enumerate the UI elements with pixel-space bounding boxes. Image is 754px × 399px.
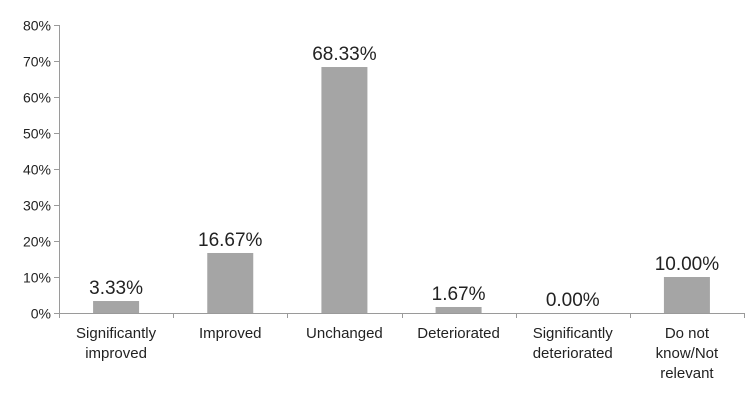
y-tick-label: 30% <box>23 198 51 214</box>
data-label: 68.33% <box>312 44 377 65</box>
data-labels: 3.33% 16.67% 68.33% 1.67% 0.00% 10.00% <box>89 44 719 311</box>
y-tick-label: 20% <box>23 234 51 250</box>
data-label: 0.00% <box>546 290 600 311</box>
y-tick-label: 80% <box>23 18 51 34</box>
x-tick-label: Significantly improved <box>76 325 157 362</box>
y-tick-label: 50% <box>23 126 51 142</box>
data-label: 16.67% <box>198 230 263 251</box>
y-tick-label: 60% <box>23 90 51 106</box>
bar <box>93 301 140 313</box>
bar <box>207 252 254 313</box>
bar <box>663 277 710 313</box>
y-axis-ticks: 0% 10% 20% 30% 40% 50% 60% 70% 80% <box>23 18 59 322</box>
x-tick-label: Unchanged <box>306 325 383 342</box>
x-tick-label: Do not know/Not relevant <box>656 325 719 382</box>
bar <box>321 67 368 314</box>
data-label: 1.67% <box>432 284 486 305</box>
y-tick-label: 10% <box>23 270 51 286</box>
y-tick-label: 40% <box>23 162 51 178</box>
x-tick-label: Significantly deteriorated <box>533 325 614 362</box>
data-label: 3.33% <box>89 278 143 299</box>
x-axis-ticks: Significantly improved Improved Unchanged De… <box>59 313 745 382</box>
y-tick-label: 0% <box>31 306 51 322</box>
bars <box>93 67 710 314</box>
y-tick-label: 70% <box>23 54 51 70</box>
x-tick-label: Deteriorated <box>417 325 500 342</box>
data-label: 10.00% <box>655 254 720 275</box>
bar <box>435 306 482 313</box>
x-tick-label: Improved <box>199 325 262 342</box>
